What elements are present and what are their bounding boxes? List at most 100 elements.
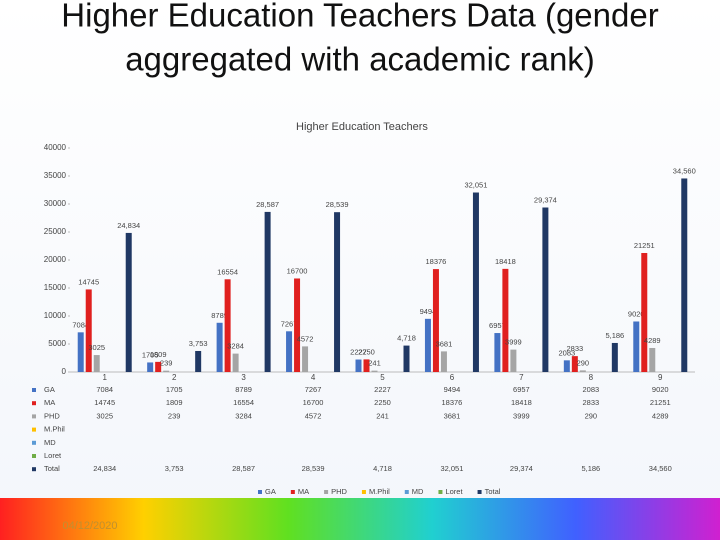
- table-cell: 24,834: [93, 464, 116, 473]
- table-cell: 1809: [166, 398, 183, 407]
- table-row-label: Loret: [44, 451, 62, 460]
- legend-key: [32, 467, 36, 472]
- data-label: 3681: [436, 339, 453, 348]
- rainbow-band: [0, 498, 720, 540]
- legend-key: [32, 440, 36, 445]
- chart-title: Higher Education Teachers: [296, 121, 428, 133]
- bar: [93, 355, 100, 372]
- bar: [355, 359, 362, 372]
- y-tick-label: 10000: [44, 311, 67, 320]
- bar: [195, 350, 202, 372]
- bar: [641, 252, 648, 372]
- legend-label: Loret: [445, 487, 463, 496]
- table-cell: 4572: [305, 411, 322, 420]
- y-tick-label: 30000: [44, 199, 67, 208]
- data-label: 24,834: [117, 221, 140, 230]
- table-row-label: MD: [44, 438, 56, 447]
- y-tick-label: 5000: [48, 339, 66, 348]
- data-label: 5,186: [605, 331, 624, 340]
- legend-key: [290, 490, 295, 494]
- legend-label: MA: [298, 487, 309, 496]
- table-cell: 8789: [235, 385, 252, 394]
- data-label: 3025: [88, 343, 105, 352]
- data-label: 241: [368, 359, 381, 368]
- footer-date: 04/12/2020: [62, 520, 117, 532]
- x-tick-label: 9: [658, 373, 663, 382]
- bar: [264, 211, 271, 372]
- data-label: 34,560: [673, 166, 696, 175]
- legend-label: MD: [412, 487, 424, 496]
- table-cell: 29,374: [510, 464, 533, 473]
- legend-label: M.Phil: [369, 487, 390, 496]
- bar: [649, 347, 656, 372]
- table-cell: 16700: [303, 398, 324, 407]
- data-label: 8789: [211, 311, 228, 320]
- legend-label: GA: [265, 487, 276, 496]
- table-cell: 9020: [652, 385, 669, 394]
- bar: [510, 349, 517, 372]
- bar: [571, 356, 578, 372]
- table-cell: 5,186: [581, 464, 600, 473]
- data-label: 28,587: [256, 200, 279, 209]
- data-label: 2227: [350, 348, 367, 357]
- data-label: 4289: [644, 336, 661, 345]
- data-label: 2250: [358, 347, 375, 356]
- legend-key: [258, 490, 262, 494]
- table-cell: 2250: [374, 398, 391, 407]
- table-cell: 3999: [513, 411, 530, 420]
- data-label: 18376: [426, 257, 447, 266]
- y-tick-label: 15000: [44, 283, 67, 292]
- legend-key: [32, 427, 36, 432]
- bar: [472, 192, 479, 372]
- table-cell: 14745: [94, 398, 115, 407]
- data-label: 290: [577, 358, 590, 367]
- bar: [224, 279, 231, 372]
- table-cell: 7267: [305, 385, 322, 394]
- legend-label: Total: [485, 487, 501, 496]
- bar: [163, 370, 170, 372]
- data-label: 16554: [217, 267, 238, 276]
- table-cell: 9494: [444, 385, 461, 394]
- x-tick-label: 5: [380, 373, 385, 382]
- bar: [232, 353, 239, 372]
- bar: [579, 370, 586, 372]
- table-cell: 4289: [652, 411, 669, 420]
- bar: [403, 345, 410, 372]
- data-label: 28,539: [326, 200, 349, 209]
- data-label: 3999: [505, 338, 522, 347]
- bar: [633, 321, 640, 372]
- table-cell: 7084: [96, 385, 113, 394]
- data-label: 6957: [489, 321, 506, 330]
- legend-key: [32, 414, 36, 419]
- table-cell: 1705: [166, 385, 183, 394]
- y-tick-label: 20000: [44, 255, 67, 264]
- data-label: 7267: [281, 319, 298, 328]
- table-cell: 18418: [511, 398, 532, 407]
- data-label: 3,753: [189, 339, 208, 348]
- bar: [302, 346, 309, 372]
- table-row-label: M.Phil: [44, 425, 65, 434]
- bar: [371, 370, 378, 372]
- y-tick-label: 40000: [44, 143, 67, 152]
- legend-key: [32, 454, 36, 458]
- table-cell: 28,539: [302, 464, 325, 473]
- data-label: 29,374: [534, 195, 557, 204]
- x-tick-label: 7: [519, 373, 524, 382]
- data-label: 1809: [150, 350, 167, 359]
- x-tick-label: 6: [450, 373, 455, 382]
- bar: [125, 232, 132, 372]
- table-cell: 3,753: [165, 464, 184, 473]
- y-tick-label: 35000: [44, 171, 67, 180]
- bar: [440, 351, 447, 372]
- table-cell: 2833: [582, 398, 599, 407]
- bar: [681, 178, 688, 372]
- bar: [216, 322, 223, 372]
- data-label: 3284: [227, 342, 244, 351]
- table-cell: 3025: [96, 411, 113, 420]
- bar: [611, 342, 618, 372]
- data-label: 9494: [420, 307, 437, 316]
- table-cell: 32,051: [440, 464, 463, 473]
- slide-title-1: Higher Education Teachers Data (gender: [61, 0, 658, 34]
- table-cell: 6957: [513, 385, 530, 394]
